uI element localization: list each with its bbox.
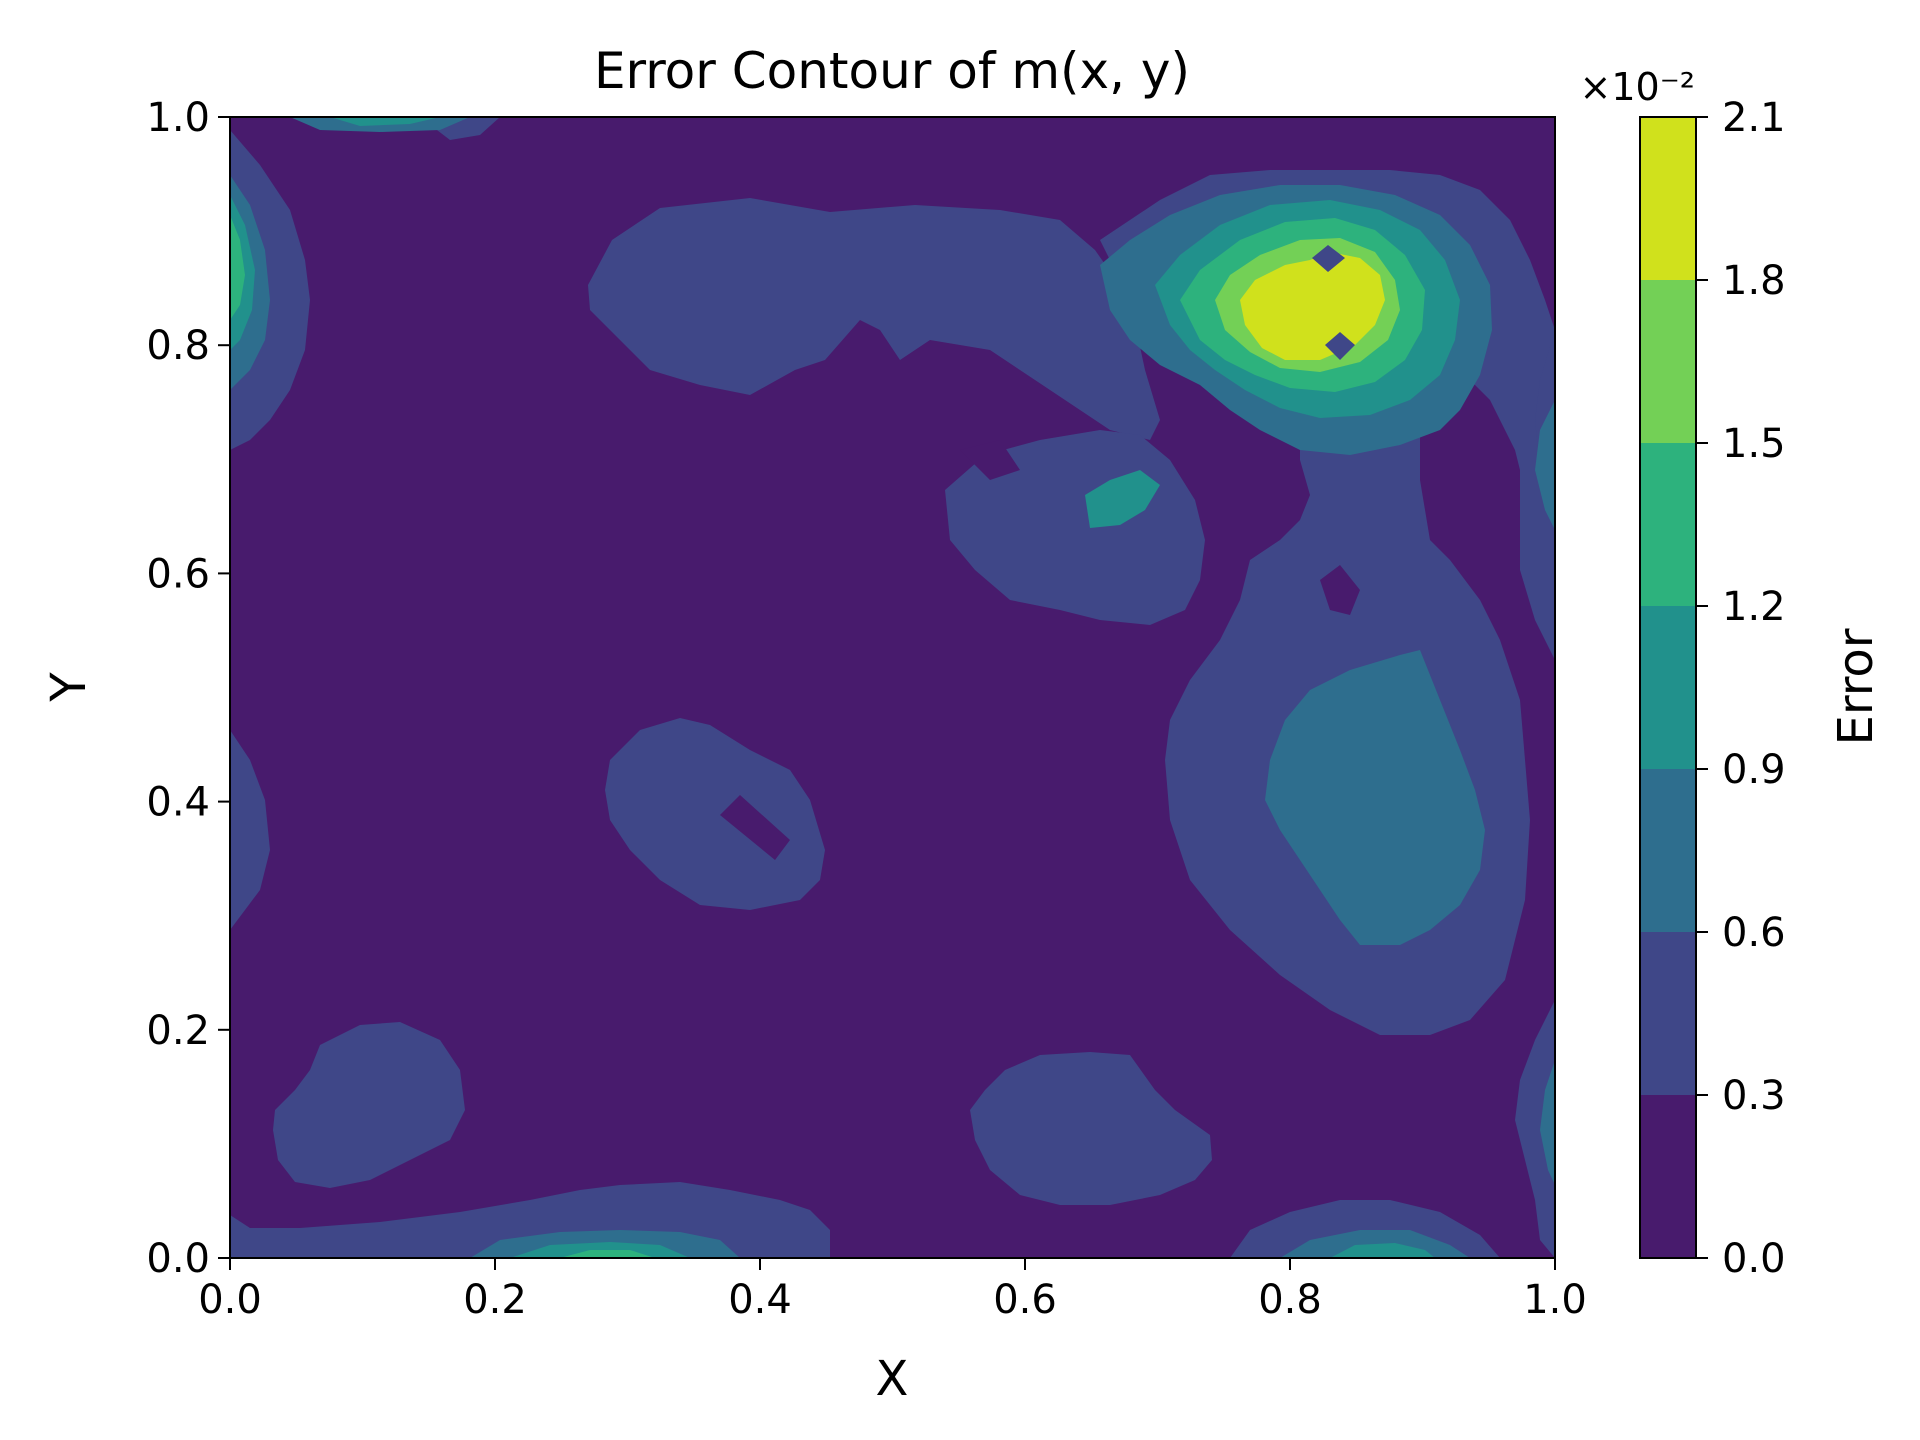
colorbar: 0.0 0.3 0.6 0.9 1.2 1.5 1.8 2.1 [1639, 95, 1786, 1282]
y-tick-label: 0.0 [146, 1236, 210, 1282]
x-tick-label: 0.2 [463, 1277, 527, 1323]
colorbar-multiplier: ×10⁻² [1580, 65, 1695, 109]
y-tick-label: 0.2 [146, 1008, 210, 1054]
contour-hole-peak-2 [1325, 332, 1355, 360]
contour-region-teal-topleft [330, 117, 440, 126]
colorbar-tick-label: 2.1 [1722, 95, 1786, 141]
y-tick-label: 0.4 [146, 780, 210, 826]
contour-region-low-center [605, 718, 825, 910]
colorbar-band [1640, 606, 1696, 769]
colorbar-tick-label: 1.2 [1722, 584, 1786, 630]
plot-area [230, 117, 1555, 1258]
contour-region-low-center-top [588, 198, 1160, 440]
x-tick-label: 0.4 [728, 1277, 792, 1323]
colorbar-tick-label: 0.0 [1722, 1236, 1786, 1282]
x-tick-label: 0.6 [993, 1277, 1057, 1323]
colorbar-band [1640, 117, 1696, 280]
contour-yellow-regions [1240, 252, 1385, 360]
y-axis: 0.0 0.2 0.4 0.6 0.8 1.0 [146, 95, 230, 1282]
contour-region-mid-rightedge [1535, 400, 1555, 530]
colorbar-tick-label: 1.8 [1722, 258, 1786, 304]
y-tick-label: 1.0 [146, 95, 210, 141]
chart-title: Error Contour of m(x, y) [594, 42, 1190, 100]
x-tick-label: 0.8 [1258, 1277, 1322, 1323]
y-tick-label: 0.6 [146, 551, 210, 597]
colorbar-band [1640, 769, 1696, 932]
colorbar-label: Error [1828, 628, 1884, 745]
contour-region-teal-mid [1085, 470, 1160, 528]
x-axis-label: X [876, 1351, 909, 1407]
contour-region-mid-rightbottom [1540, 1060, 1555, 1185]
colorbar-band [1640, 1095, 1696, 1258]
colorbar-band [1640, 280, 1696, 443]
contour-region-low-bottomcenter [970, 1052, 1212, 1205]
contour-hole-center [720, 795, 790, 860]
colorbar-tick-label: 0.3 [1722, 1073, 1786, 1119]
colorbar-band [1640, 443, 1696, 606]
y-axis-label: Y [41, 672, 97, 703]
colorbar-tick-label: 0.6 [1722, 910, 1786, 956]
x-axis: 0.0 0.2 0.4 0.6 0.8 1.0 [198, 1258, 1587, 1323]
contour-hole-peak-1 [1312, 245, 1345, 272]
contour-hole-midright [1320, 565, 1360, 615]
contour-region-peak [1240, 252, 1385, 360]
x-tick-label: 0.0 [198, 1277, 262, 1323]
contour-holes [720, 245, 1360, 860]
contour-region-low-bottomleft [273, 1022, 465, 1188]
contour-region-mid-midright [1265, 650, 1485, 945]
x-tick-label: 1.0 [1523, 1277, 1587, 1323]
contour-region-low-rightbottom [1515, 1000, 1555, 1258]
contour-region-low-leftmid [230, 730, 270, 930]
contour-region-green-bottom [560, 1250, 655, 1258]
colorbar-tick-label: 1.5 [1722, 421, 1786, 467]
colorbar-band [1640, 932, 1696, 1095]
y-tick-label: 0.8 [146, 323, 210, 369]
colorbar-frame [1639, 116, 1697, 1259]
contour-region-green-leftedge [230, 215, 245, 320]
plot-frame [229, 116, 1556, 1259]
contour-hole-topcenter [960, 440, 1020, 480]
colorbar-tick-label: 0.9 [1722, 747, 1786, 793]
contour-region-teal-bottomright [1330, 1243, 1435, 1258]
